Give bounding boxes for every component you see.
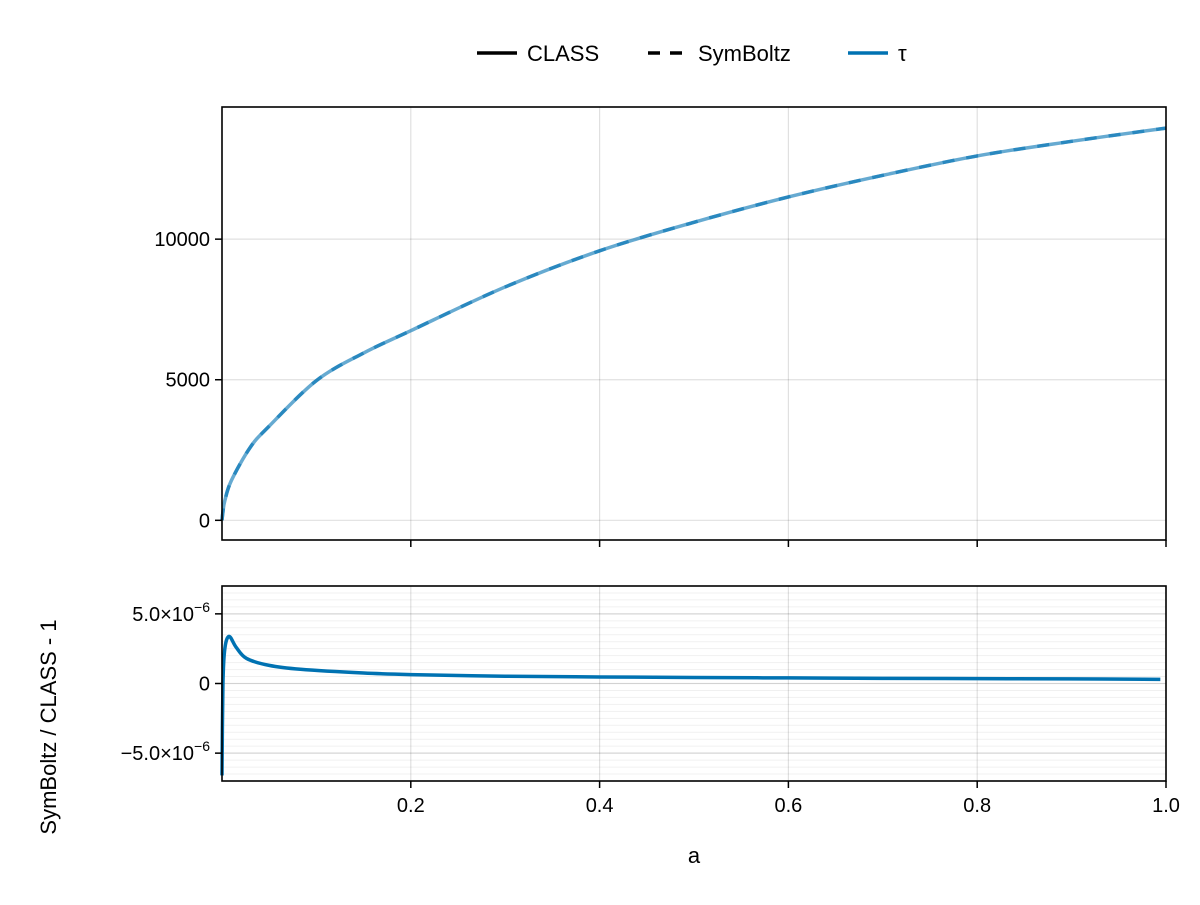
x-axis-label: a <box>688 843 701 868</box>
series-line-class <box>220 126 1167 521</box>
legend-label: SymBoltz <box>698 41 791 66</box>
axes-frame <box>221 106 1167 541</box>
y-tick-label: 5000 <box>166 370 211 392</box>
y-tick-label: 5.0×10−6 <box>132 599 210 626</box>
top-panel: 0 5000 10000 <box>154 106 1167 547</box>
legend-label: τ <box>898 41 907 66</box>
legend-label: CLASS <box>527 41 599 66</box>
x-tick-label: 0.2 <box>397 795 425 817</box>
series-line-ratio <box>220 634 1161 776</box>
x-tick-label: 1.0 <box>1152 795 1180 817</box>
x-tick-label: 0.4 <box>586 795 614 817</box>
series-line-symboltz <box>220 126 1167 521</box>
y-tick-label: 0 <box>199 510 210 532</box>
x-tick-label: 0.8 <box>963 795 991 817</box>
y-tick-label: 0 <box>199 674 210 696</box>
y-tick-label: 10000 <box>154 229 210 251</box>
y-tick-label: −5.0×10−6 <box>121 738 211 765</box>
legend: CLASS SymBoltz τ <box>477 41 907 66</box>
y-axis-label: SymBoltz / CLASS - 1 <box>36 619 61 834</box>
x-tick-label: 0.6 <box>774 795 802 817</box>
bottom-panel: 0.2 0.4 0.6 0.8 1.0 −5.0×10−6 0 5.0×10−6 <box>121 585 1180 817</box>
